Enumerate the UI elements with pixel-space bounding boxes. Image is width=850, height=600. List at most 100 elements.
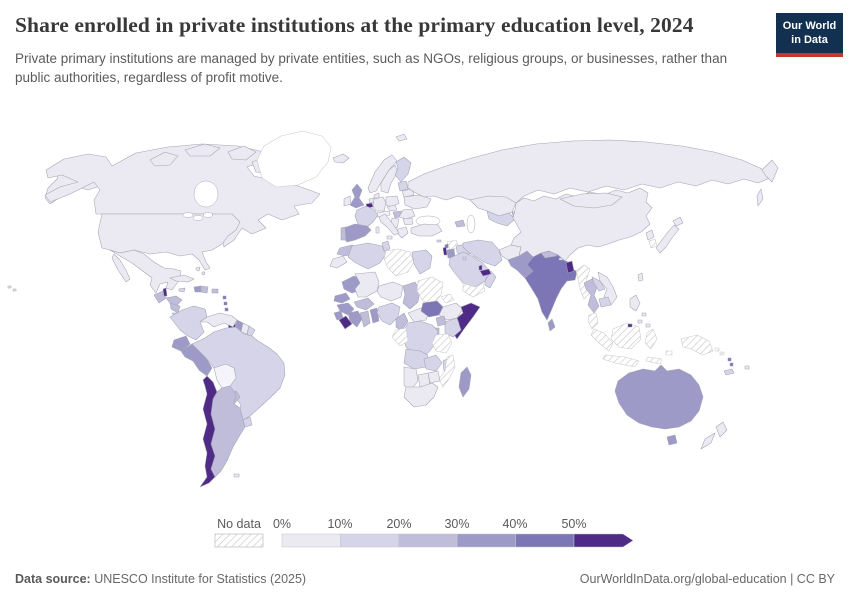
country-egypt[interactable] bbox=[411, 249, 433, 275]
country-new-zealand-north[interactable] bbox=[715, 421, 728, 438]
country-chile[interactable] bbox=[199, 375, 218, 488]
country-uganda[interactable] bbox=[435, 315, 447, 327]
country-india[interactable] bbox=[524, 250, 578, 321]
country-eritrea[interactable] bbox=[440, 293, 455, 304]
country-haiti[interactable] bbox=[193, 285, 202, 293]
country-russia-sakhalin[interactable] bbox=[756, 188, 764, 207]
country-indonesia-java[interactable] bbox=[602, 354, 640, 368]
country-central-asia[interactable] bbox=[486, 210, 516, 227]
country-togo-benin[interactable] bbox=[369, 307, 380, 324]
country-romania[interactable] bbox=[398, 208, 416, 220]
country-indonesia-sulawesi[interactable] bbox=[644, 328, 658, 350]
country-caucasus[interactable] bbox=[454, 219, 466, 228]
country-zimbabwe[interactable] bbox=[427, 370, 441, 384]
country-borneo[interactable] bbox=[610, 322, 642, 350]
country-australia[interactable] bbox=[614, 364, 704, 430]
owid-logo[interactable]: Our World in Data bbox=[776, 13, 843, 57]
country-italy[interactable] bbox=[375, 213, 400, 240]
country-netherlands[interactable] bbox=[368, 197, 375, 204]
country-nigeria[interactable] bbox=[376, 302, 401, 326]
country-mali[interactable] bbox=[354, 271, 380, 298]
country-honduras[interactable] bbox=[165, 295, 183, 307]
country-tasmania[interactable] bbox=[666, 434, 678, 446]
country-greenland[interactable] bbox=[256, 130, 332, 188]
country-mexico[interactable] bbox=[109, 249, 182, 294]
country-libya[interactable] bbox=[383, 248, 415, 277]
country-bahamas[interactable] bbox=[195, 266, 206, 276]
country-svalbard[interactable] bbox=[395, 133, 408, 142]
country-kuwait[interactable] bbox=[462, 256, 467, 261]
country-mongolia[interactable] bbox=[559, 192, 623, 209]
country-finland[interactable] bbox=[394, 156, 412, 183]
country-norway[interactable] bbox=[367, 154, 398, 194]
country-philippines[interactable] bbox=[629, 294, 641, 312]
country-solomon-islands[interactable] bbox=[714, 347, 725, 356]
country-belize[interactable] bbox=[162, 287, 168, 297]
country-falkland-islands[interactable] bbox=[233, 473, 240, 478]
country-spain[interactable] bbox=[341, 223, 372, 243]
country-germany[interactable] bbox=[372, 196, 387, 212]
country-kenya[interactable] bbox=[444, 317, 462, 338]
country-liberia[interactable] bbox=[338, 315, 353, 330]
country-ecuador[interactable] bbox=[171, 335, 191, 352]
country-fiji[interactable] bbox=[744, 365, 750, 370]
country-japan-hokkaido[interactable] bbox=[672, 216, 684, 227]
country-russia-kamchatka[interactable] bbox=[761, 159, 779, 183]
country-yemen[interactable] bbox=[462, 282, 486, 298]
country-belarus[interactable] bbox=[401, 188, 415, 198]
country-hawaii[interactable] bbox=[7, 285, 17, 292]
country-new-zealand-south[interactable] bbox=[700, 432, 716, 450]
country-niger[interactable] bbox=[376, 281, 404, 302]
country-western-sahara[interactable] bbox=[329, 255, 348, 269]
country-sri-lanka[interactable] bbox=[547, 318, 556, 332]
country-south-africa[interactable] bbox=[403, 382, 439, 408]
country-papua-new-guinea[interactable] bbox=[680, 334, 714, 356]
country-indonesia-sumatra[interactable] bbox=[590, 328, 614, 352]
country-mozambique[interactable] bbox=[438, 354, 456, 388]
country-taiwan[interactable] bbox=[637, 272, 644, 282]
country-bulgaria[interactable] bbox=[402, 217, 414, 226]
country-zambia[interactable] bbox=[423, 354, 443, 372]
country-sudan[interactable] bbox=[416, 276, 444, 306]
legend-bin-4[interactable] bbox=[515, 533, 575, 548]
country-portugal[interactable] bbox=[340, 226, 347, 241]
country-new-caledonia[interactable] bbox=[723, 368, 735, 376]
country-laos[interactable] bbox=[591, 276, 606, 292]
legend-bin-5-arrow[interactable] bbox=[573, 533, 634, 548]
country-sweden[interactable] bbox=[380, 164, 399, 194]
country-chad[interactable] bbox=[402, 281, 421, 310]
country-austria-switzerland[interactable] bbox=[376, 210, 391, 218]
country-venezuela[interactable] bbox=[199, 312, 238, 328]
country-canada-islands[interactable] bbox=[149, 143, 281, 175]
country-tanzania[interactable] bbox=[431, 333, 453, 354]
country-qatar[interactable] bbox=[478, 264, 483, 271]
country-czechia-slovakia[interactable] bbox=[386, 204, 398, 212]
country-vanuatu[interactable] bbox=[727, 357, 734, 367]
country-cote-divoire[interactable] bbox=[347, 310, 363, 328]
country-jamaica[interactable] bbox=[178, 287, 186, 293]
legend-bin-1[interactable] bbox=[340, 533, 400, 548]
country-brunei[interactable] bbox=[627, 323, 633, 328]
country-madagascar[interactable] bbox=[458, 366, 472, 398]
country-nicaragua[interactable] bbox=[169, 302, 181, 314]
country-north-korea[interactable] bbox=[645, 229, 655, 241]
country-lesser-antilles[interactable] bbox=[222, 295, 229, 312]
country-denmark[interactable] bbox=[373, 192, 380, 199]
country-senegal[interactable] bbox=[333, 292, 351, 304]
legend-bin-2[interactable] bbox=[398, 533, 458, 548]
country-burkina-faso[interactable] bbox=[353, 297, 375, 311]
country-cambodia[interactable] bbox=[598, 296, 612, 308]
country-ireland[interactable] bbox=[343, 195, 352, 207]
country-ghana[interactable] bbox=[359, 310, 371, 328]
country-ukraine[interactable] bbox=[403, 194, 432, 210]
country-bangladesh[interactable] bbox=[565, 260, 575, 274]
country-baltics[interactable] bbox=[397, 180, 409, 192]
legend-bin-3[interactable] bbox=[456, 533, 516, 548]
country-uae[interactable] bbox=[479, 268, 492, 277]
legend-no-data-swatch[interactable] bbox=[214, 533, 264, 548]
country-dominican-republic[interactable] bbox=[200, 285, 209, 294]
country-congo-gabon[interactable] bbox=[391, 327, 409, 347]
country-namibia[interactable] bbox=[403, 366, 419, 392]
country-united-kingdom[interactable] bbox=[349, 183, 365, 209]
legend-bin-0[interactable] bbox=[281, 533, 341, 548]
